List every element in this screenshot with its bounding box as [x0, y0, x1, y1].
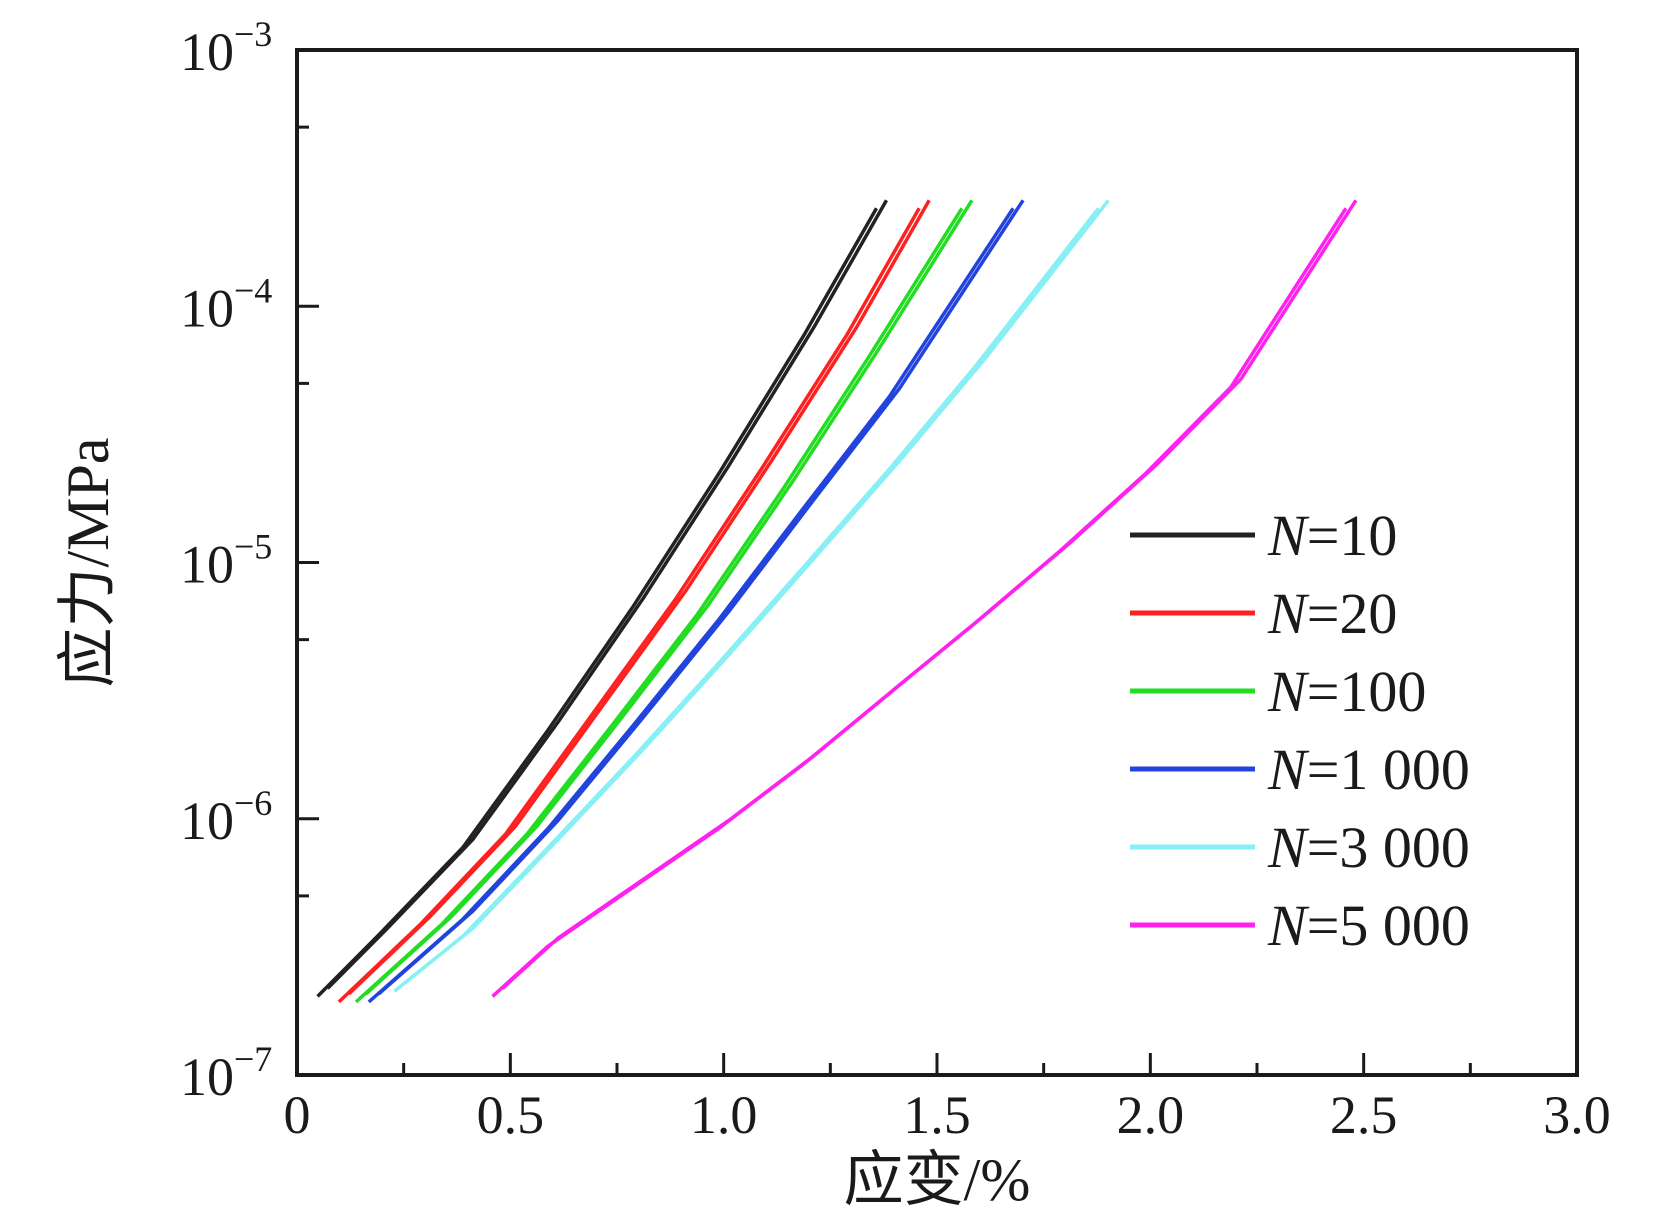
y-tick-label: 10−5 — [180, 527, 272, 595]
series-line-loading — [367, 207, 1015, 1004]
series-line-unloading — [377, 199, 1025, 996]
series-line-loading — [337, 207, 921, 1004]
series-line-loading — [354, 207, 964, 1004]
y-tick-label: 10−3 — [180, 14, 272, 82]
series-line-unloading — [403, 199, 1110, 985]
x-tick-label: 3.0 — [1543, 1085, 1611, 1145]
x-axis-title: 应变/% — [844, 1147, 1031, 1213]
x-tick-label: 1.5 — [903, 1085, 971, 1145]
y-axis-title: 应力/MPa — [55, 437, 121, 687]
y-tick-label: 10−6 — [180, 783, 272, 851]
legend-label: N=20 — [1267, 581, 1397, 646]
legend: N=10 N=20 N=100 N=1 000 N=3 000 N=5 000 — [1130, 503, 1470, 958]
legend-label: N=10 — [1267, 503, 1397, 568]
legend-label: N=100 — [1267, 659, 1426, 724]
series-line-unloading — [501, 199, 1358, 990]
series-line-loading — [316, 207, 879, 998]
x-tick-label: 2.0 — [1117, 1085, 1185, 1145]
plot-frame — [295, 48, 1579, 1077]
legend-label: N=1 000 — [1267, 737, 1470, 802]
x-tick-label: 1.0 — [690, 1085, 758, 1145]
y-tick-label: 10−7 — [180, 1039, 272, 1107]
x-tick-labels: 0 0.5 1.0 1.5 2.0 2.5 3.0 — [284, 1085, 1611, 1145]
series-line-unloading — [347, 199, 931, 996]
x-tick-label: 0.5 — [477, 1085, 545, 1145]
y-tick-label: 10−4 — [180, 270, 272, 338]
x-tick-label: 0 — [284, 1085, 311, 1145]
series-line-unloading — [364, 199, 974, 996]
legend-label: N=3 000 — [1267, 815, 1470, 880]
series-line-loading — [393, 207, 1100, 993]
x-tick-label: 2.5 — [1330, 1085, 1398, 1145]
y-tick-labels: 10−7 10−6 10−5 10−4 10−3 — [180, 14, 272, 1107]
series-line-unloading — [326, 199, 889, 990]
series-line-loading — [491, 207, 1348, 998]
legend-label: N=5 000 — [1267, 893, 1470, 958]
series-layer — [316, 199, 1358, 1004]
